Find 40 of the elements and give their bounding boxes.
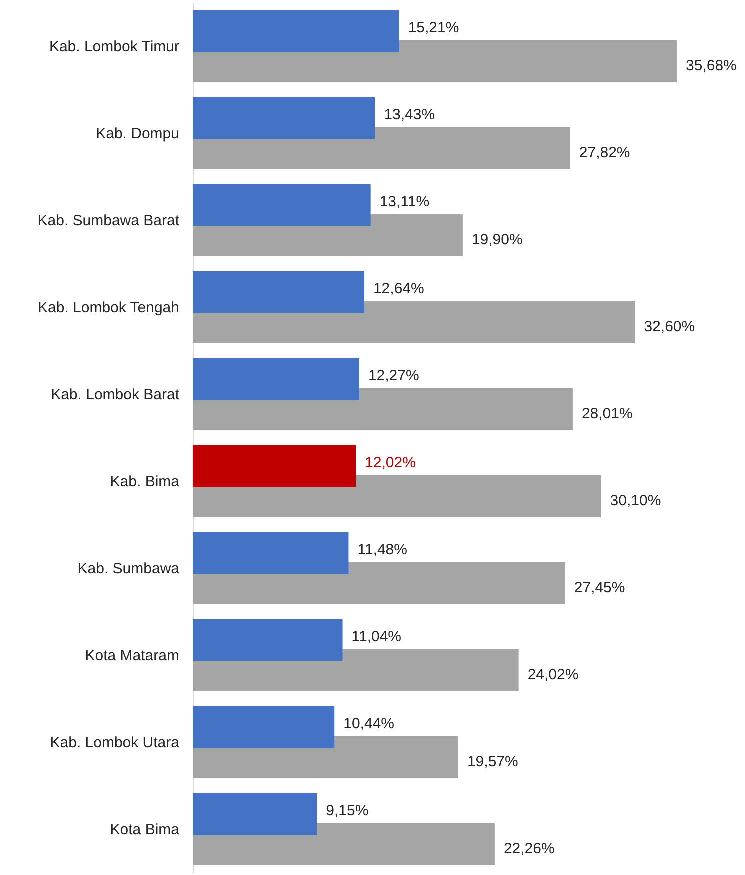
data-label: 15,21% [408, 20, 460, 36]
data-label: 13,43% [384, 106, 436, 124]
bar [193, 446, 356, 488]
bar [193, 620, 343, 662]
bar [193, 272, 364, 314]
bar [193, 98, 376, 140]
data-label: 24,02% [528, 666, 579, 684]
data-label: 12,02% [365, 454, 416, 472]
y-tick-label: Kota Bima [110, 822, 180, 838]
data-label: 13,11% [380, 194, 430, 210]
bar [193, 532, 349, 574]
bar [193, 706, 335, 748]
y-tick-label: Kab. Lombok Utara [50, 734, 180, 752]
data-label: 27,45% [574, 580, 626, 596]
data-label: 12,27% [368, 368, 420, 384]
data-label: 35,68% [686, 58, 737, 74]
bar [193, 10, 400, 52]
data-label: 32,60% [644, 318, 696, 336]
y-tick-label: Kab. Sumbawa [78, 560, 180, 578]
y-tick-label: Kab. Lombok Timur [49, 38, 180, 56]
data-label: 22,26% [504, 840, 555, 858]
data-label: 10,44% [344, 716, 394, 732]
y-tick-label: Kab. Lombok Barat [51, 386, 180, 404]
data-label: 28,01% [582, 406, 633, 422]
y-tick-label: Kab. Sumbawa Barat [38, 212, 180, 230]
data-label: 11,48% [358, 542, 408, 558]
y-tick-label: Kota Mataram [85, 648, 180, 664]
data-label: 11,04% [352, 628, 402, 646]
data-label: 27,82% [579, 144, 630, 162]
data-label: 30,10% [610, 492, 662, 510]
bar [193, 794, 318, 836]
y-tick-label: Kab. Dompu [96, 126, 180, 142]
data-label: 19,90% [472, 232, 523, 248]
y-tick-label: Kab. Lombok Tengah [38, 300, 180, 316]
data-label: 12,64% [373, 280, 424, 298]
bar [193, 184, 371, 226]
bar [193, 358, 360, 400]
data-label: 19,57% [467, 754, 518, 770]
data-label: 9,15% [326, 802, 369, 820]
y-tick-label: Kab. Bima [110, 474, 180, 490]
